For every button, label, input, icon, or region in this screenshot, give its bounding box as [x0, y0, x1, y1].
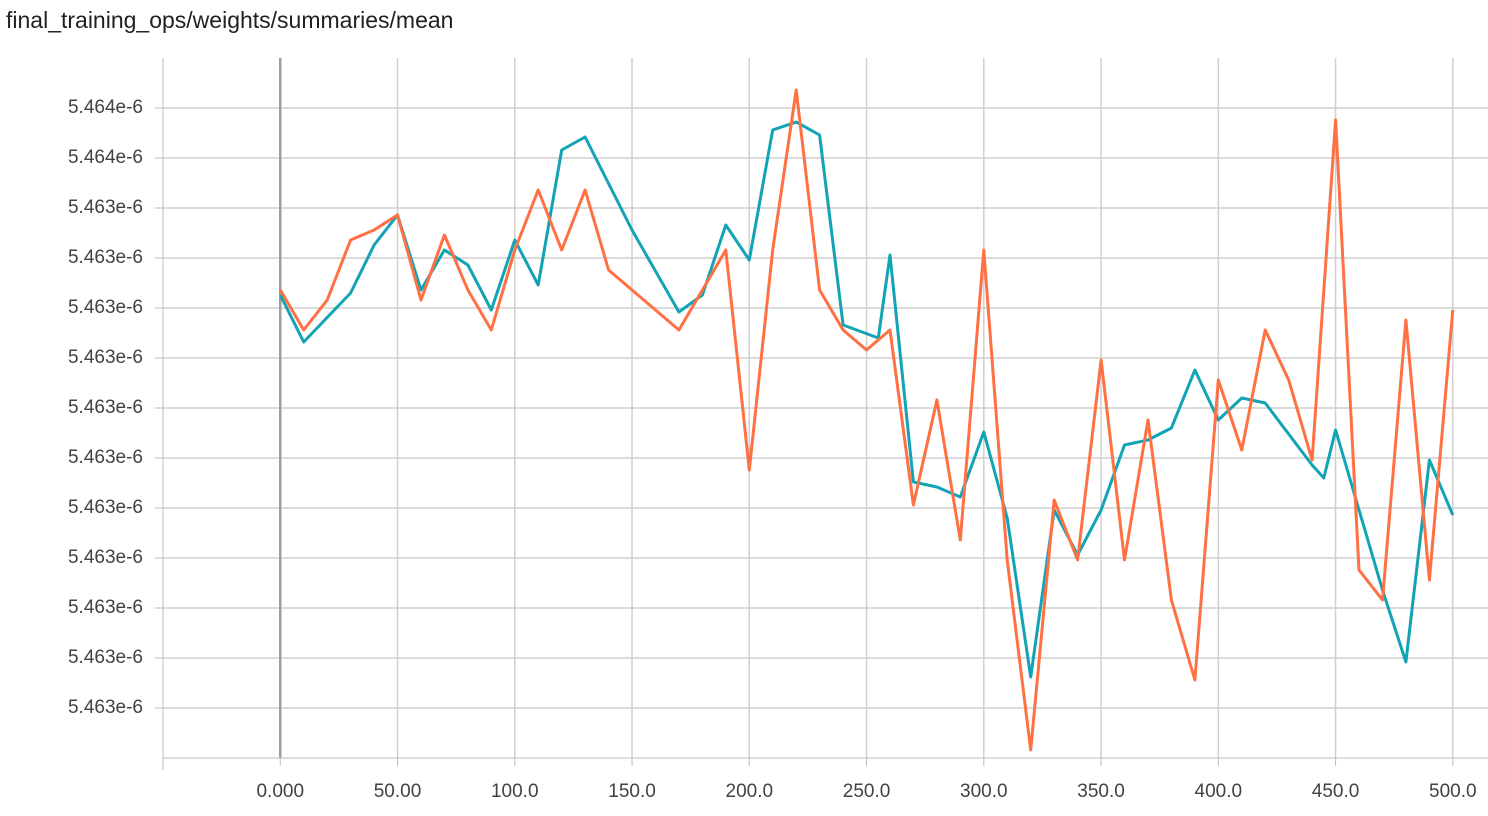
y-tick-label: 5.463e-6	[68, 447, 143, 468]
y-tick-label: 5.463e-6	[68, 597, 143, 618]
x-tick-label: 50.00	[374, 781, 422, 802]
x-tick-label: 250.0	[843, 781, 891, 802]
x-tick-label: 400.0	[1195, 781, 1243, 802]
y-tick-label: 5.463e-6	[68, 247, 143, 268]
y-tick-label: 5.463e-6	[68, 647, 143, 668]
plot-area	[278, 88, 1455, 752]
y-tick-label: 5.463e-6	[68, 697, 143, 718]
y-tick-label: 5.463e-6	[68, 497, 143, 518]
y-tick-label: 5.463e-6	[68, 347, 143, 368]
series-line	[278, 120, 1455, 679]
y-tick-label: 5.463e-6	[68, 397, 143, 418]
y-tick-label: 5.463e-6	[68, 197, 143, 218]
x-tick-label: 0.000	[256, 781, 304, 802]
series-line	[279, 88, 1455, 752]
x-tick-label: 200.0	[726, 781, 774, 802]
x-tick-label: 450.0	[1312, 781, 1360, 802]
chart-title: final_training_ops/weights/summaries/mea…	[6, 7, 453, 33]
y-tick-label: 5.463e-6	[68, 547, 143, 568]
x-tick-label: 350.0	[1077, 781, 1125, 802]
x-tick-label: 300.0	[960, 781, 1008, 802]
grid	[163, 58, 1488, 758]
y-tick-label: 5.464e-6	[68, 97, 143, 118]
x-tick-label: 100.0	[491, 781, 539, 802]
y-tick-label: 5.463e-6	[68, 297, 143, 318]
x-tick-label: 150.0	[608, 781, 656, 802]
y-tick-label: 5.464e-6	[68, 147, 143, 168]
x-tick-label: 500.0	[1429, 781, 1477, 802]
